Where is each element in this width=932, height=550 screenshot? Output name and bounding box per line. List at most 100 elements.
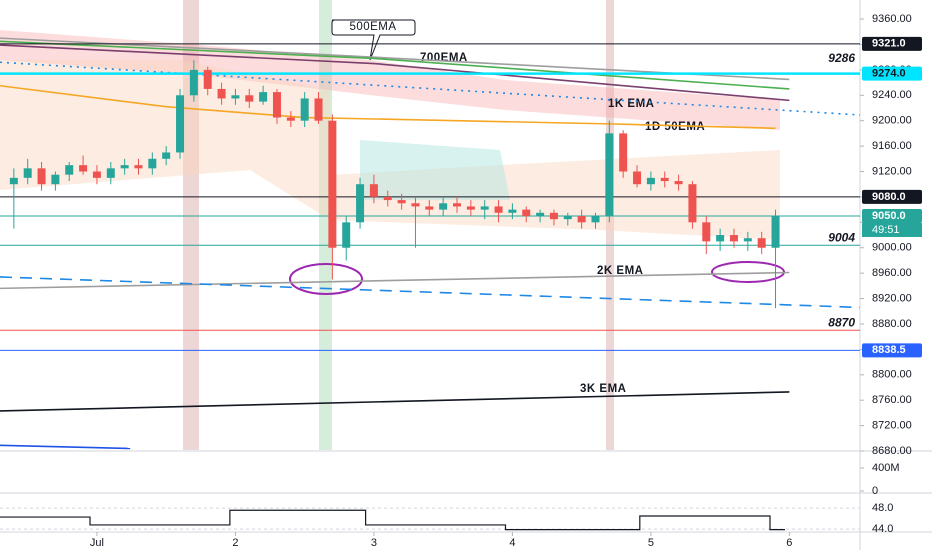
candle-body: [231, 95, 240, 99]
candle-body: [577, 215, 586, 223]
price-label: 8838.5: [872, 344, 906, 356]
candle-body: [272, 92, 281, 118]
y-tick-label: 8880.00: [872, 318, 912, 330]
candle-body: [466, 206, 475, 210]
candle-body: [369, 184, 378, 197]
candle-body: [23, 168, 32, 178]
session-band: [606, 0, 614, 450]
price-label-box: [862, 189, 922, 204]
candle-body: [660, 177, 669, 182]
candle-body: [633, 171, 642, 185]
candle-body: [522, 209, 531, 216]
y-tick-label: 8800.00: [872, 369, 912, 381]
candle-body: [245, 95, 254, 102]
indicator-tick-label: 48.0: [872, 502, 893, 514]
x-tick-label: 6: [786, 537, 792, 549]
level-note: 9004: [828, 230, 855, 244]
indicator-line: [0, 509, 785, 531]
price-label-box: [862, 343, 922, 358]
candle-body: [314, 98, 323, 121]
candle-body: [508, 209, 517, 213]
candle-body: [106, 168, 115, 178]
ema-line: [0, 276, 861, 309]
price-label-box: [862, 36, 922, 51]
y-tick-label: 9120.00: [872, 165, 912, 177]
candle-body: [771, 215, 780, 248]
annotation: 500EMA: [349, 21, 396, 33]
candle-body: [9, 177, 18, 185]
ema-line: [0, 44, 790, 102]
x-tick-label: 4: [509, 537, 515, 549]
level-note: 8870: [828, 315, 855, 329]
callout-box: [331, 19, 416, 61]
y-tick-label: 8760.00: [872, 394, 912, 406]
ema-line: [0, 271, 790, 290]
price-label-box: [862, 208, 922, 223]
candle-body: [120, 165, 129, 169]
volume-tick-label: 400M: [872, 462, 900, 474]
volume-tick-label: 0: [872, 485, 878, 497]
candle-body: [411, 203, 420, 207]
candle-body: [189, 69, 198, 96]
candle-body: [328, 120, 337, 248]
candle-body: [79, 165, 88, 172]
ema-line: [0, 444, 131, 450]
candle-body: [591, 215, 600, 223]
y-tick-label: 9160.00: [872, 140, 912, 152]
candle-body: [619, 133, 628, 172]
candle-body: [646, 177, 655, 185]
candle-body: [549, 212, 558, 220]
countdown-box: [862, 222, 922, 237]
candle-body: [729, 235, 738, 242]
y-tick-label: 9360.00: [872, 13, 912, 25]
annotation: 1K EMA: [608, 98, 654, 110]
candle-body: [51, 174, 60, 185]
ema-line: [0, 40, 790, 90]
candle-body: [743, 238, 752, 242]
candle-body: [148, 158, 157, 169]
candle-body: [162, 152, 171, 159]
candle-body: [397, 200, 406, 204]
candle-body: [65, 165, 74, 175]
indicator-tick-label: 44.0: [872, 523, 893, 535]
candle-body: [453, 203, 462, 207]
y-tick-label: 9000.00: [872, 242, 912, 254]
y-tick-label: 8680.00: [872, 445, 912, 457]
ema-line: [0, 37, 790, 81]
annotation: 3K EMA: [580, 383, 626, 395]
annotation: 1D 50EMA: [645, 121, 705, 133]
x-tick-label: 2: [232, 537, 238, 549]
candle-body: [383, 196, 392, 201]
candle-body: [300, 98, 309, 121]
candle-body: [494, 206, 503, 213]
candle-body: [92, 171, 101, 178]
price-label: 9321.0: [872, 38, 906, 50]
band-cloud: [0, 60, 780, 240]
candle-body: [356, 184, 365, 223]
candle-body: [203, 69, 212, 89]
candle-body: [563, 215, 572, 220]
x-tick-label: Jul: [90, 537, 104, 549]
candle-body: [480, 206, 489, 210]
countdown: 49:51: [872, 224, 900, 236]
y-tick-label: 8720.00: [872, 419, 912, 431]
candle-body: [536, 212, 545, 216]
highlight-circle: [289, 263, 363, 295]
candle-body: [702, 222, 711, 242]
y-tick-label: 8960.00: [872, 267, 912, 279]
price-label-box: [862, 66, 922, 81]
candle-body: [688, 184, 697, 223]
candle-body: [605, 133, 614, 216]
candle-body: [176, 95, 185, 153]
candle-body: [425, 206, 434, 210]
price-label: 9274.0: [872, 68, 906, 80]
candle-body: [439, 203, 448, 210]
candle-body: [259, 92, 268, 102]
candle-body: [674, 181, 683, 185]
session-band: [183, 0, 199, 450]
candle-body: [134, 165, 143, 169]
annotation: 2K EMA: [597, 265, 643, 277]
y-tick-label: 8920.00: [872, 292, 912, 304]
